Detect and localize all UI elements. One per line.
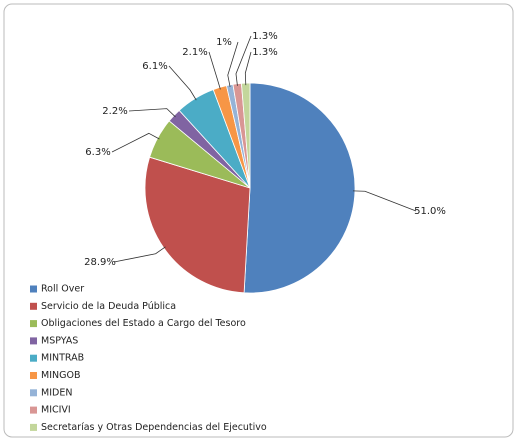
leader-line (168, 65, 197, 101)
legend-swatch (30, 372, 37, 379)
data-label: 6.1% (142, 61, 167, 72)
legend-swatch (30, 337, 37, 345)
legend: Roll Over Servicio de la Deuda Pública Obl… (30, 284, 267, 433)
leader-line (227, 41, 239, 88)
legend-label: MIDEN (41, 387, 72, 398)
leader-line (111, 132, 160, 153)
leader-line (128, 108, 176, 118)
legend-swatch (30, 285, 37, 293)
data-label: 28.9% (84, 257, 116, 268)
legend-swatch (30, 320, 37, 328)
data-label: 1.3% (252, 47, 277, 58)
data-label: 2.1% (182, 47, 207, 58)
data-label: 1% (216, 37, 232, 48)
leader-line (244, 51, 252, 86)
leader-line (113, 246, 166, 263)
legend-label: MINGOB (41, 370, 80, 381)
legend-swatch (30, 302, 37, 310)
data-label: 2.2% (102, 106, 127, 117)
legend-label: Obligaciones del Estado a Cargo del Teso… (41, 318, 246, 329)
data-label: 6.3% (85, 147, 110, 158)
leader-line (352, 190, 417, 212)
leader-line (235, 35, 252, 86)
data-label: 1.3% (252, 31, 277, 42)
legend-label: Secretarías y Otras Dependencias del Eje… (41, 422, 267, 433)
legend-swatch (30, 354, 37, 362)
leader-line (208, 51, 221, 90)
legend-label: Servicio de la Deuda Pública (41, 301, 176, 312)
legend-label: MICIVI (41, 405, 71, 416)
legend-label: MSPYAS (41, 335, 78, 346)
legend-swatch (30, 423, 37, 431)
legend-swatch (30, 406, 37, 414)
legend-swatch (30, 389, 37, 397)
legend-label: MINTRAB (41, 353, 84, 364)
legend-label: Roll Over (41, 284, 84, 295)
data-label: 51.0% (414, 206, 446, 217)
